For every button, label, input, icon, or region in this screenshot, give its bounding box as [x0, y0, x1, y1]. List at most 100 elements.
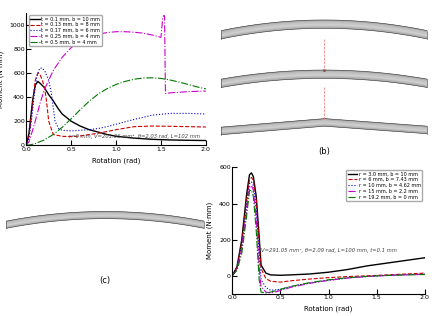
Polygon shape: [221, 73, 427, 82]
Polygon shape: [221, 74, 427, 84]
Polygon shape: [221, 20, 427, 31]
Polygon shape: [221, 75, 427, 84]
Polygon shape: [221, 78, 427, 87]
Polygon shape: [221, 124, 427, 133]
Polygon shape: [7, 216, 204, 225]
Polygon shape: [7, 212, 204, 222]
Polygon shape: [221, 77, 427, 86]
Polygon shape: [221, 77, 427, 86]
Polygon shape: [221, 77, 427, 86]
Polygon shape: [221, 74, 427, 83]
Polygon shape: [221, 119, 427, 128]
Polygon shape: [221, 71, 427, 80]
Polygon shape: [221, 122, 427, 131]
Polygon shape: [7, 215, 204, 225]
Polygon shape: [221, 26, 427, 37]
Polygon shape: [7, 218, 204, 228]
Polygon shape: [221, 22, 427, 33]
Polygon shape: [221, 74, 427, 83]
Polygon shape: [221, 126, 427, 134]
Y-axis label: Moment (N·mm): Moment (N·mm): [207, 202, 213, 259]
Polygon shape: [7, 212, 204, 222]
Polygon shape: [221, 122, 427, 131]
Polygon shape: [221, 27, 427, 37]
Polygon shape: [221, 76, 427, 86]
Polygon shape: [7, 213, 204, 223]
Text: (a): (a): [110, 183, 122, 191]
Text: (c): (c): [99, 276, 111, 285]
Polygon shape: [7, 217, 204, 227]
Text: V=291.05 mm², θ=2.09 rad, L=100 mm, t=0.1 mm: V=291.05 mm², θ=2.09 rad, L=100 mm, t=0.…: [261, 248, 396, 253]
Polygon shape: [221, 26, 427, 37]
Polygon shape: [7, 218, 204, 228]
Polygon shape: [7, 218, 204, 228]
Polygon shape: [7, 218, 204, 228]
Polygon shape: [221, 73, 427, 82]
Y-axis label: Moment (N·mm): Moment (N·mm): [0, 50, 4, 108]
Polygon shape: [221, 73, 427, 82]
Polygon shape: [221, 25, 427, 36]
Polygon shape: [7, 217, 204, 227]
Polygon shape: [221, 76, 427, 85]
Polygon shape: [7, 214, 204, 224]
Polygon shape: [7, 213, 204, 222]
Polygon shape: [7, 212, 204, 222]
Polygon shape: [221, 73, 427, 83]
Polygon shape: [221, 72, 427, 81]
Polygon shape: [221, 74, 427, 83]
X-axis label: Rotation (rad): Rotation (rad): [304, 306, 353, 312]
Polygon shape: [221, 121, 427, 130]
Polygon shape: [221, 23, 427, 34]
Polygon shape: [221, 72, 427, 82]
Polygon shape: [7, 213, 204, 222]
Polygon shape: [221, 71, 427, 81]
Polygon shape: [221, 26, 427, 36]
Polygon shape: [221, 120, 427, 129]
Legend: r = 3.0 mm, b = 10 mm, r = 6 mm, b = 7.43 mm, r = 10 mm, b = 4.62 mm, r = 15 mm,: r = 3.0 mm, b = 10 mm, r = 6 mm, b = 7.4…: [346, 170, 422, 201]
Polygon shape: [221, 22, 427, 33]
Polygon shape: [221, 122, 427, 131]
Polygon shape: [221, 124, 427, 132]
Polygon shape: [7, 214, 204, 224]
Polygon shape: [221, 72, 427, 81]
Polygon shape: [221, 122, 427, 131]
Polygon shape: [221, 125, 427, 134]
Polygon shape: [221, 21, 427, 32]
Polygon shape: [7, 216, 204, 226]
X-axis label: Rotation (rad): Rotation (rad): [92, 157, 140, 164]
Polygon shape: [221, 125, 427, 134]
Polygon shape: [221, 27, 427, 38]
Polygon shape: [7, 215, 204, 224]
Polygon shape: [221, 120, 427, 129]
Polygon shape: [221, 27, 427, 38]
Polygon shape: [221, 24, 427, 35]
Polygon shape: [221, 70, 427, 80]
Polygon shape: [221, 76, 427, 86]
Polygon shape: [7, 216, 204, 226]
Polygon shape: [221, 78, 427, 88]
Polygon shape: [221, 76, 427, 85]
Polygon shape: [221, 25, 427, 36]
Polygon shape: [221, 22, 427, 33]
Polygon shape: [7, 218, 204, 228]
Polygon shape: [7, 213, 204, 223]
Polygon shape: [7, 211, 204, 221]
Polygon shape: [221, 27, 427, 38]
Polygon shape: [221, 21, 427, 31]
Polygon shape: [221, 24, 427, 34]
Polygon shape: [221, 20, 427, 31]
Polygon shape: [7, 212, 204, 222]
Polygon shape: [221, 125, 427, 134]
Polygon shape: [7, 217, 204, 227]
Polygon shape: [221, 25, 427, 36]
Polygon shape: [221, 21, 427, 32]
Polygon shape: [7, 212, 204, 222]
Polygon shape: [7, 216, 204, 225]
Polygon shape: [221, 78, 427, 87]
Polygon shape: [221, 23, 427, 34]
Polygon shape: [221, 119, 427, 128]
Polygon shape: [221, 123, 427, 132]
Polygon shape: [221, 75, 427, 84]
Polygon shape: [7, 214, 204, 223]
Polygon shape: [221, 27, 427, 38]
